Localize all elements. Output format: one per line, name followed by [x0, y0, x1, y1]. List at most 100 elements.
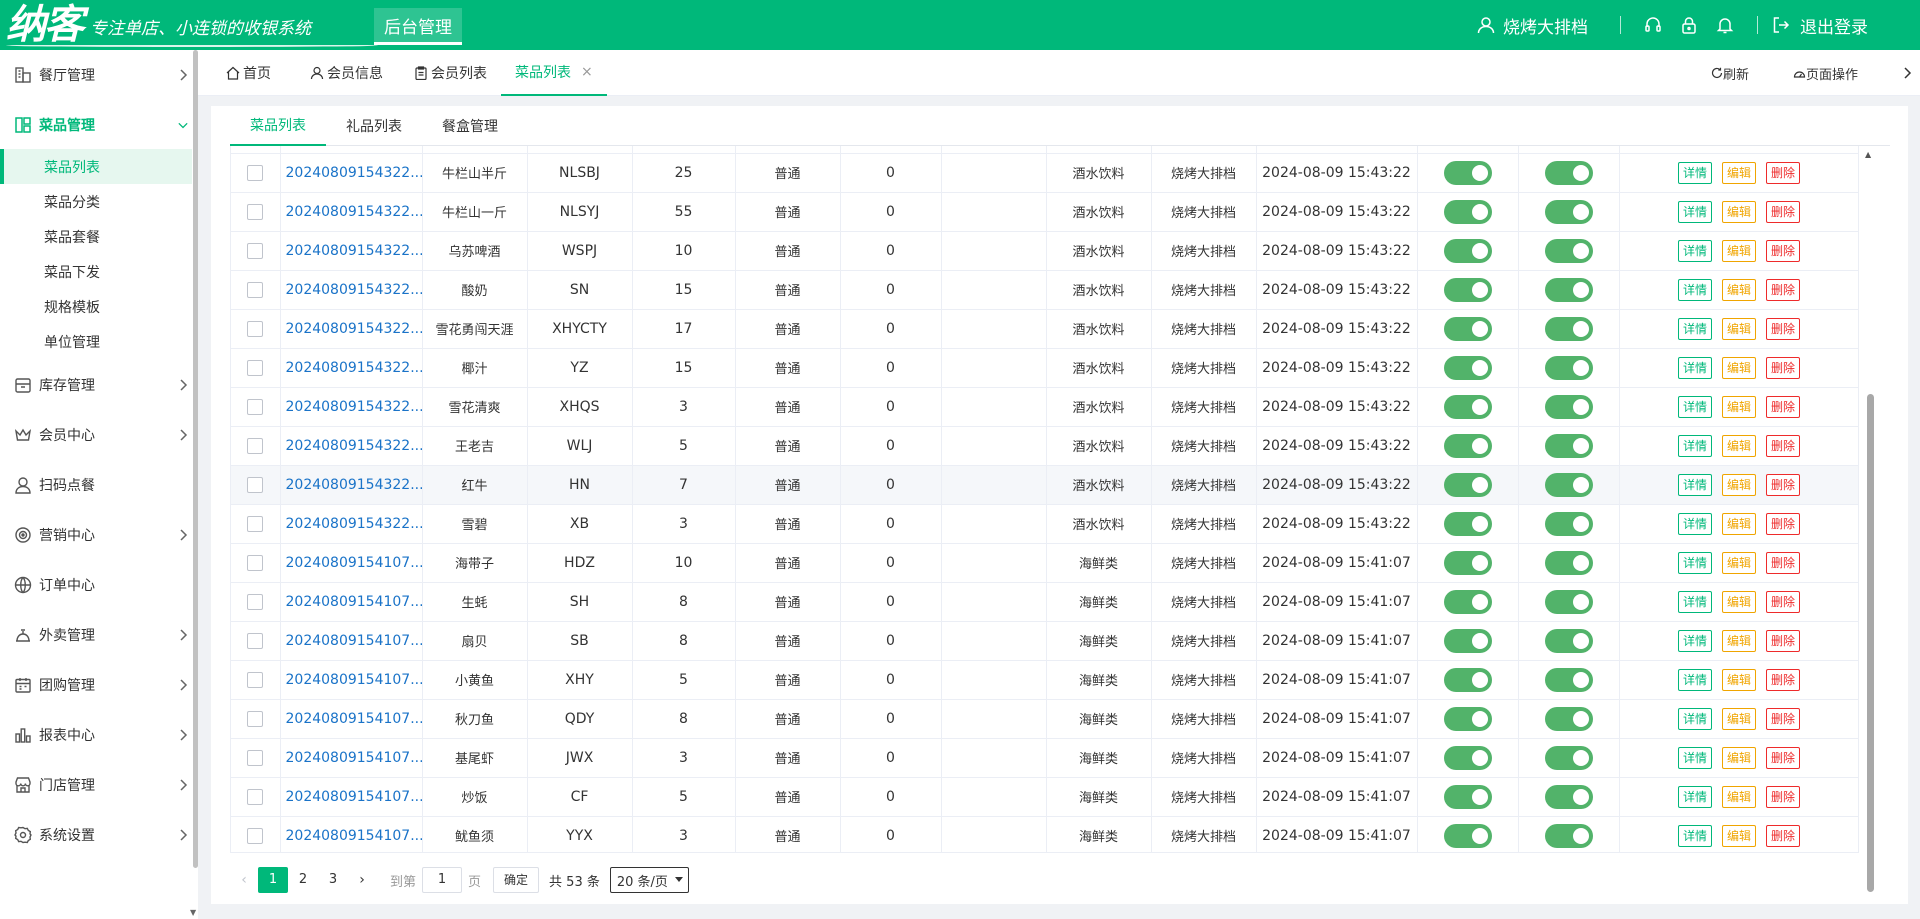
subtab-dish-list[interactable]: 菜品列表: [230, 106, 326, 146]
sidebar-item-dishes[interactable]: 菜品管理: [0, 105, 192, 145]
bell-icon[interactable]: [1716, 16, 1734, 34]
detail-button[interactable]: 详情: [1677, 512, 1712, 535]
toggle-switch[interactable]: [1443, 823, 1492, 848]
toggle-switch[interactable]: [1443, 745, 1492, 770]
detail-button[interactable]: 详情: [1677, 668, 1712, 691]
toggle-switch[interactable]: [1443, 784, 1492, 809]
delete-button[interactable]: 删除: [1766, 473, 1801, 496]
row-checkbox[interactable]: [247, 710, 264, 727]
row-checkbox[interactable]: [247, 164, 264, 181]
toggle-switch[interactable]: [1544, 550, 1593, 575]
prev-page-icon[interactable]: ‹: [241, 872, 247, 888]
tab-member-info[interactable]: 会员信息: [310, 50, 383, 96]
table-row[interactable]: 20240809154322... 酸奶 SN 15 普通 0 酒水饮料 烧烤大排档 2024-…: [231, 270, 1858, 310]
row-checkbox-cell[interactable]: [231, 192, 281, 232]
edit-button[interactable]: 编辑: [1721, 668, 1756, 691]
toggle-switch[interactable]: [1443, 160, 1492, 185]
sidebar-sub-dish-dispatch[interactable]: 菜品下发: [44, 264, 100, 281]
row-checkbox-cell[interactable]: [231, 816, 281, 852]
row-checkbox-cell[interactable]: [231, 660, 281, 700]
toggle-switch[interactable]: [1544, 628, 1593, 653]
toggle-switch[interactable]: [1443, 316, 1492, 341]
close-icon[interactable]: ×: [581, 64, 593, 80]
edit-button[interactable]: 编辑: [1721, 317, 1756, 340]
edit-button[interactable]: 编辑: [1721, 824, 1756, 847]
dish-code-link[interactable]: 20240809154322...: [280, 348, 423, 388]
admin-tab-button[interactable]: 后台管理: [374, 8, 462, 45]
toggle-switch[interactable]: [1443, 394, 1492, 419]
row-checkbox-cell[interactable]: [231, 426, 281, 466]
edit-button[interactable]: 编辑: [1721, 239, 1756, 262]
dish-code-link[interactable]: 20240809154107...: [280, 816, 423, 852]
table-row[interactable]: 20240809154107... 生蚝 SH 8 普通 0 海鲜类 烧烤大排档 2024-08…: [231, 582, 1858, 622]
toggle-switch[interactable]: [1443, 433, 1492, 458]
row-checkbox[interactable]: [247, 242, 264, 259]
refresh-button[interactable]: 刷新: [1711, 64, 1771, 83]
toggle-switch[interactable]: [1544, 199, 1593, 224]
table-row[interactable]: 20240809154322... 牛栏山半斤 NLSBJ 25 普通 0 酒水饮料 烧烤大排…: [231, 153, 1858, 193]
toggle-switch[interactable]: [1443, 355, 1492, 380]
dish-code-link[interactable]: 20240809154322...: [280, 504, 423, 544]
sidebar-sub-spec-template[interactable]: 规格模板: [44, 299, 100, 316]
toggle-switch[interactable]: [1443, 550, 1492, 575]
delete-button[interactable]: 删除: [1766, 395, 1801, 418]
detail-button[interactable]: 详情: [1677, 629, 1712, 652]
dish-code-link[interactable]: 20240809154322...: [280, 465, 423, 505]
detail-button[interactable]: 详情: [1677, 551, 1712, 574]
sidebar-item-orders[interactable]: 订单中心: [0, 565, 192, 605]
sidebar-item-members[interactable]: 会员中心: [0, 415, 192, 455]
toggle-switch[interactable]: [1443, 667, 1492, 692]
tab-member-list[interactable]: 会员列表: [414, 50, 487, 96]
confirm-button[interactable]: 确定: [493, 867, 540, 893]
detail-button[interactable]: 详情: [1677, 746, 1712, 769]
delete-button[interactable]: 删除: [1766, 590, 1801, 613]
dish-code-link[interactable]: 20240809154107...: [280, 777, 423, 817]
row-checkbox-cell[interactable]: [231, 153, 281, 193]
toggle-switch[interactable]: [1544, 511, 1593, 536]
toggle-switch[interactable]: [1443, 706, 1492, 731]
detail-button[interactable]: 详情: [1677, 356, 1712, 379]
sidebar-item-scan-order[interactable]: 扫码点餐: [0, 465, 192, 505]
delete-button[interactable]: 删除: [1766, 785, 1801, 808]
toggle-switch[interactable]: [1544, 433, 1593, 458]
sidebar-item-settings[interactable]: 系统设置: [0, 815, 192, 855]
toggle-switch[interactable]: [1544, 823, 1593, 848]
logout-button[interactable]: 退出登录: [1772, 13, 1868, 38]
row-checkbox[interactable]: [247, 671, 264, 688]
dish-code-link[interactable]: 20240809154322...: [280, 231, 423, 271]
row-checkbox[interactable]: [247, 788, 264, 805]
delete-button[interactable]: 删除: [1766, 668, 1801, 691]
detail-button[interactable]: 详情: [1677, 785, 1712, 808]
edit-button[interactable]: 编辑: [1721, 278, 1756, 301]
row-checkbox[interactable]: [247, 203, 264, 220]
table-row[interactable]: 20240809154322... 雪花清爽 XHQS 3 普通 0 酒水饮料 烧烤大排档 20…: [231, 387, 1858, 427]
delete-button[interactable]: 删除: [1766, 707, 1801, 730]
detail-button[interactable]: 详情: [1677, 707, 1712, 730]
dish-code-link[interactable]: 20240809154107...: [280, 660, 423, 700]
edit-button[interactable]: 编辑: [1721, 551, 1756, 574]
delete-button[interactable]: 删除: [1766, 551, 1801, 574]
dish-code-link[interactable]: 20240809154107...: [280, 699, 423, 739]
delete-button[interactable]: 删除: [1766, 161, 1801, 184]
delete-button[interactable]: 删除: [1766, 200, 1801, 223]
table-row[interactable]: 20240809154322... 王老吉 WLJ 5 普通 0 酒水饮料 烧烤大排档 2024…: [231, 426, 1858, 466]
row-checkbox[interactable]: [247, 632, 264, 649]
dish-code-link[interactable]: 20240809154107...: [280, 738, 423, 778]
table-row[interactable]: 20240809154107... 扇贝 SB 8 普通 0 海鲜类 烧烤大排档 2024-08…: [231, 621, 1858, 661]
sidebar-sub-dish-category[interactable]: 菜品分类: [44, 194, 100, 211]
delete-button[interactable]: 删除: [1766, 434, 1801, 457]
dish-code-link[interactable]: 20240809154322...: [280, 387, 423, 427]
row-checkbox-cell[interactable]: [231, 231, 281, 271]
dish-code-link[interactable]: 20240809154322...: [280, 270, 423, 310]
page-size-select[interactable]: 20 条/页: [609, 867, 689, 893]
table-row[interactable]: 20240809154107... 海带子 HDZ 10 普通 0 海鲜类 烧烤大排档 2024…: [231, 543, 1858, 583]
row-checkbox-cell[interactable]: [231, 504, 281, 544]
row-checkbox[interactable]: [247, 476, 264, 493]
row-checkbox-cell[interactable]: [231, 738, 281, 778]
toggle-switch[interactable]: [1443, 238, 1492, 263]
table-row[interactable]: 20240809154107... 鱿鱼须 YYX 3 普通 0 海鲜类 烧烤大排档 2024-…: [231, 816, 1858, 852]
tab-dish-list[interactable]: 菜品列表 ×: [501, 50, 607, 96]
sidebar-scrollbar[interactable]: [193, 50, 198, 868]
delete-button[interactable]: 删除: [1766, 746, 1801, 769]
sidebar-item-delivery[interactable]: 外卖管理: [0, 615, 192, 655]
